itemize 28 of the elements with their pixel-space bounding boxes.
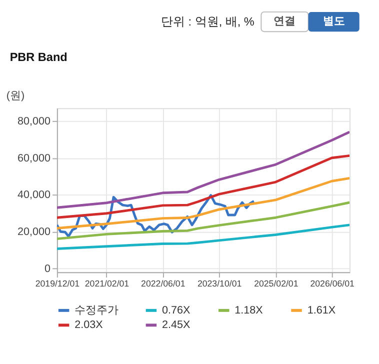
legend-label: 2.03X	[74, 319, 103, 332]
line-series	[56, 224, 350, 250]
text: 별도	[322, 16, 345, 28]
legend-label: 1.18X	[234, 304, 263, 316]
x-tick-label: 2026/06/01	[310, 278, 354, 288]
y-tick-label: 0	[44, 262, 51, 275]
y-tick-label: 80,000	[18, 115, 51, 128]
legend-label: 0.76X	[162, 304, 190, 316]
y-tick-label: 40,000	[18, 189, 51, 202]
line-series	[56, 130, 350, 209]
text: 단위 : 억원, 배, %	[161, 16, 255, 29]
chart-title: PBR Band	[10, 51, 68, 64]
x-tick-label: 2025/02/01	[254, 278, 298, 288]
legend-label: 1.61X	[307, 304, 336, 316]
legend-label: 수정주가	[74, 304, 119, 316]
y-tick-label: 20,000	[18, 226, 51, 238]
y-axis-title: (원)	[6, 90, 25, 102]
y-tick-label: 60,000	[18, 152, 51, 164]
x-tick-label: 2022/06/01	[141, 278, 186, 288]
x-tick-label: 2019/12/01	[35, 278, 80, 288]
text: 연결	[274, 16, 296, 28]
line-series	[56, 201, 350, 240]
line-series	[56, 194, 256, 238]
line-series	[56, 176, 350, 230]
legend-label: 2.45X	[162, 319, 190, 332]
x-tick-label: 2023/10/01	[197, 278, 242, 288]
line-series	[56, 154, 350, 219]
x-tick-label: 2021/02/01	[84, 278, 130, 288]
